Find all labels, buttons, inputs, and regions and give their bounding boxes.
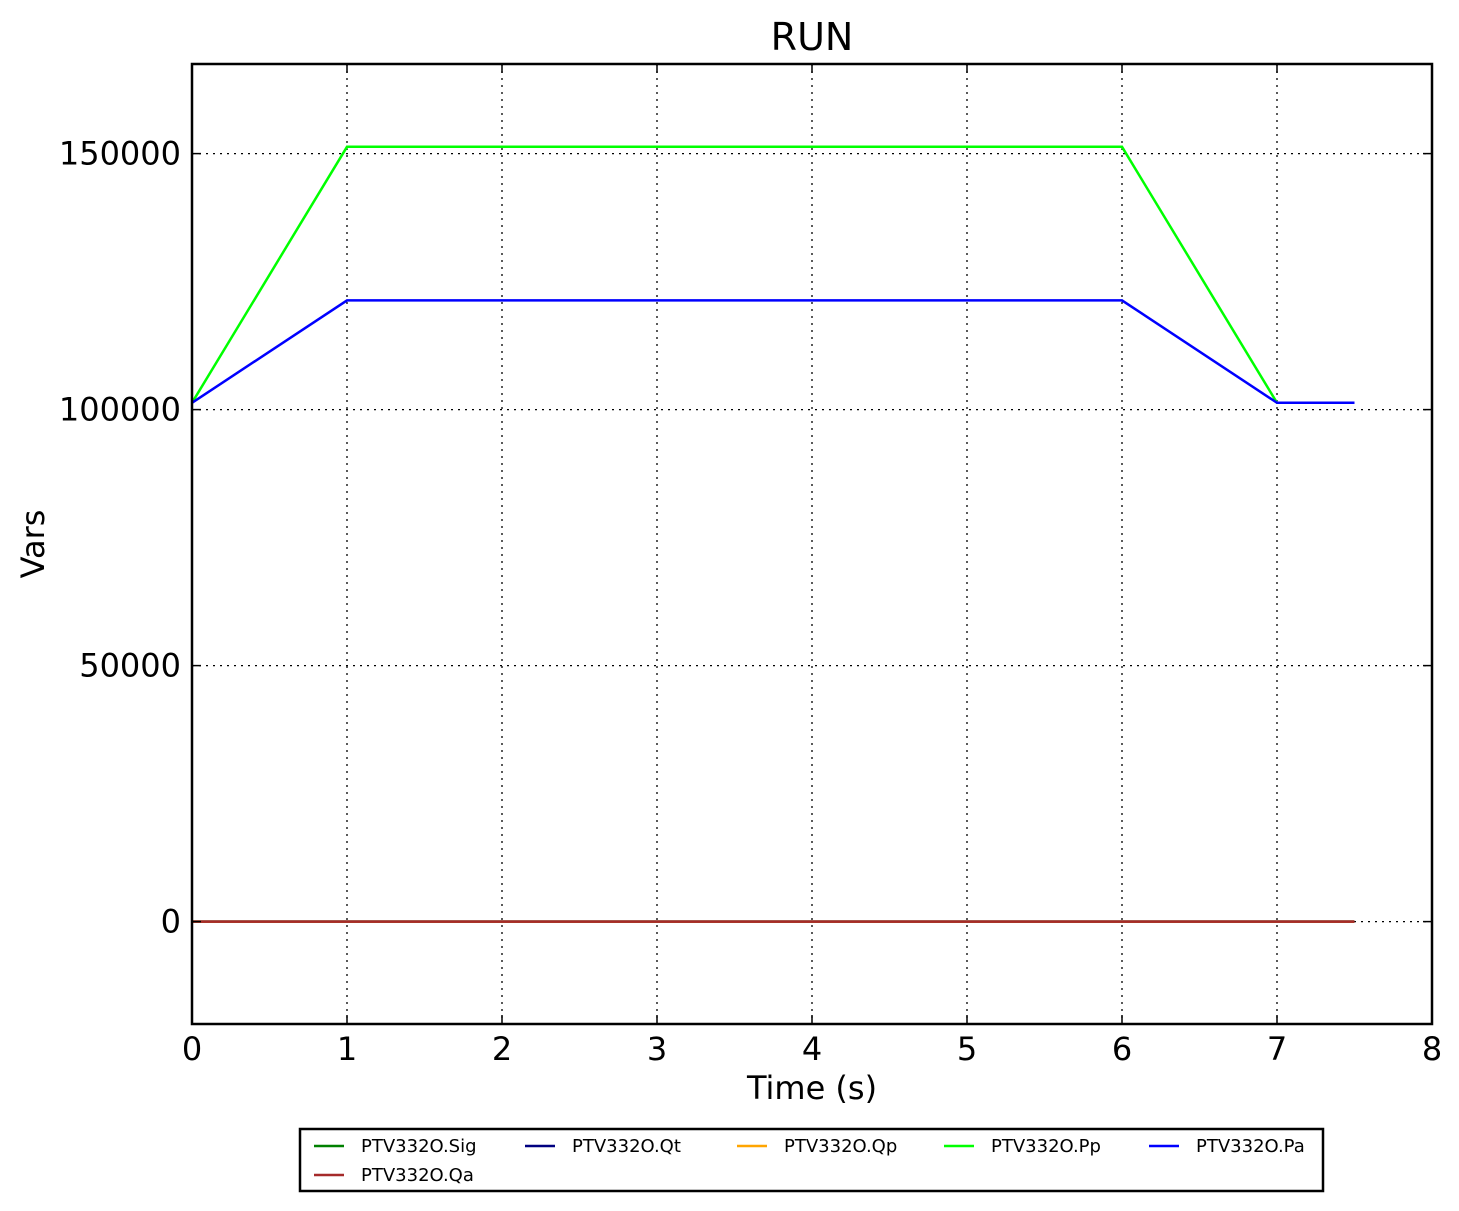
x-tick-label: 2 (492, 1030, 512, 1068)
x-tick-label: 4 (802, 1030, 822, 1068)
series-line (190, 145, 1355, 405)
legend-label: PTV332O.Qa (361, 1165, 474, 1186)
legend-label: PTV332O.Qt (572, 1136, 681, 1157)
x-tick-label: 5 (957, 1030, 977, 1068)
y-tick-label: 100000 (59, 391, 181, 429)
series-line (191, 299, 1355, 405)
series-group (190, 145, 1355, 923)
y-tick-label: 50000 (79, 647, 181, 685)
chart-title: RUN (771, 15, 854, 59)
legend-label: PTV332O.Sig (361, 1136, 477, 1157)
x-axis-label: Time (s) (746, 1069, 877, 1107)
legend-box (298, 1127, 1325, 1193)
y-tick-label: 0 (161, 903, 181, 941)
x-tick-label: 3 (647, 1030, 667, 1068)
y-axis-label: Vars (14, 510, 52, 579)
x-tick-label: 8 (1422, 1030, 1442, 1068)
legend: PTV332O.Sig PTV332O.Qt PTV332O.Qp PTV332O.P… (298, 1127, 1325, 1193)
ticks: 0 1 2 3 4 5 6 7 8 0 50000 100000 150000 (59, 64, 1442, 1068)
x-tick-label: 1 (337, 1030, 357, 1068)
legend-label: PTV332O.Pp (991, 1136, 1101, 1157)
plot-frame (190, 62, 1434, 1026)
legend-label: PTV332O.Qp (784, 1136, 897, 1157)
x-tick-label: 7 (1267, 1030, 1287, 1068)
y-tick-label: 150000 (59, 135, 181, 173)
x-tick-label: 6 (1112, 1030, 1132, 1068)
x-tick-label: 0 (182, 1030, 202, 1068)
legend-label: PTV332O.Pa (1196, 1136, 1305, 1157)
grid (192, 64, 1432, 1024)
